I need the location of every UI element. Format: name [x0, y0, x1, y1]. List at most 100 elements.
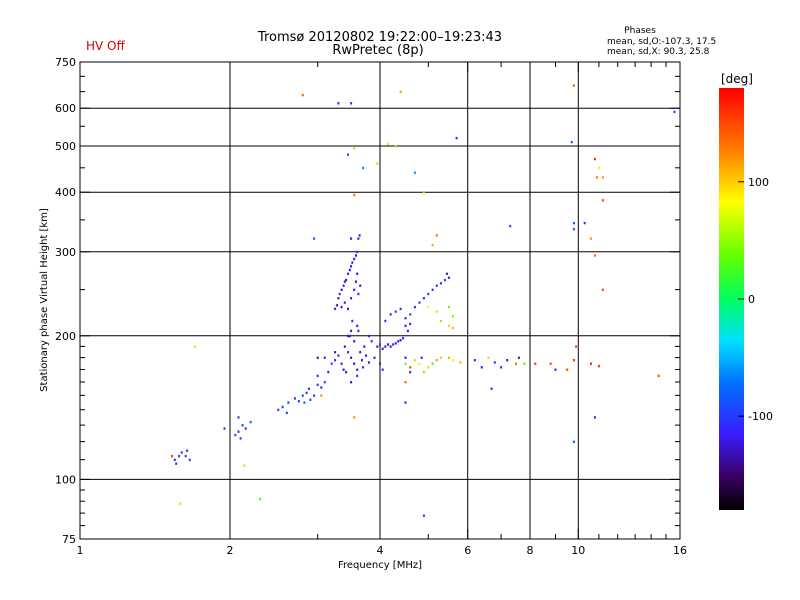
data-point — [500, 366, 503, 369]
data-point — [277, 408, 280, 412]
data-point — [394, 310, 397, 313]
x-tick-label: 4 — [377, 544, 384, 557]
data-point — [334, 351, 337, 354]
data-point — [549, 362, 552, 365]
data-point — [373, 356, 376, 359]
data-point — [285, 411, 288, 415]
colorbar-tick-label: 100 — [748, 176, 769, 189]
data-point — [593, 416, 596, 419]
data-point — [175, 462, 178, 465]
data-point — [356, 368, 359, 371]
data-point — [353, 416, 356, 419]
y-tick-label: 300 — [55, 246, 76, 259]
data-point — [409, 313, 412, 316]
data-point — [406, 329, 409, 333]
data-point — [593, 254, 596, 257]
data-point — [316, 356, 319, 359]
data-point — [343, 345, 346, 348]
data-point — [439, 319, 442, 323]
data-point — [523, 362, 526, 365]
data-point — [348, 268, 351, 272]
data-point — [422, 191, 425, 194]
phases-title: Phases — [624, 26, 656, 36]
data-point — [379, 362, 381, 365]
data-point — [186, 449, 189, 452]
data-point — [435, 310, 438, 313]
data-point — [345, 370, 348, 374]
data-point — [362, 366, 365, 369]
data-point — [309, 398, 312, 401]
data-point — [353, 193, 356, 197]
data-point — [389, 345, 392, 348]
data-point — [422, 297, 425, 300]
data-point — [451, 326, 454, 330]
data-point — [435, 359, 438, 362]
data-point — [418, 301, 421, 304]
data-point — [422, 514, 425, 517]
data-points — [171, 84, 676, 517]
data-point — [350, 102, 353, 105]
data-point — [316, 374, 319, 378]
data-point — [336, 304, 339, 307]
data-point — [358, 234, 361, 237]
data-point — [327, 370, 330, 374]
x-tick-label: 10 — [571, 544, 585, 557]
plot-frame — [79, 61, 681, 540]
data-point — [387, 343, 389, 346]
data-point — [413, 359, 416, 362]
x-tick-label: 1 — [77, 544, 84, 557]
data-point — [427, 305, 430, 309]
data-point — [171, 454, 173, 458]
data-point — [347, 153, 349, 156]
data-point — [350, 356, 353, 359]
data-point — [402, 336, 405, 340]
data-point — [357, 329, 360, 333]
data-point — [347, 334, 349, 338]
data-point — [334, 307, 337, 311]
x-tick-label: 6 — [464, 544, 471, 557]
y-tick-label: 75 — [62, 533, 76, 546]
data-point — [572, 221, 575, 225]
data-point — [179, 502, 182, 505]
data-point — [420, 356, 423, 359]
data-point — [353, 257, 356, 261]
data-point — [381, 368, 384, 371]
data-point — [657, 374, 660, 378]
data-point — [237, 416, 240, 419]
data-point — [601, 199, 604, 202]
data-point — [323, 381, 326, 384]
data-point — [575, 345, 578, 348]
data-point — [305, 391, 308, 395]
x-tick-label: 16 — [673, 544, 687, 557]
x-tick-label: 8 — [527, 544, 534, 557]
data-point — [597, 364, 600, 368]
data-point — [234, 433, 237, 437]
data-point — [387, 142, 389, 146]
data-point — [356, 250, 359, 254]
data-point — [487, 356, 490, 359]
data-point — [593, 157, 596, 161]
data-point — [595, 176, 598, 179]
data-point — [451, 315, 454, 318]
data-point — [348, 334, 351, 338]
data-point — [418, 362, 421, 365]
data-point — [572, 359, 575, 362]
data-point — [601, 288, 604, 291]
data-point — [340, 288, 343, 291]
data-point — [337, 102, 340, 105]
data-point — [244, 427, 247, 430]
data-point — [435, 284, 438, 287]
data-point — [357, 237, 360, 240]
data-point — [572, 440, 575, 443]
data-point — [357, 292, 360, 296]
y-tick-label: 600 — [55, 102, 76, 115]
data-point — [404, 317, 407, 320]
y-axis-label: Stationary phase Virtual Height [km] — [39, 208, 50, 392]
data-point — [316, 383, 319, 386]
y-tick-label: 500 — [55, 140, 76, 153]
data-point — [473, 359, 476, 362]
data-point — [435, 234, 438, 237]
data-point — [397, 340, 400, 343]
data-point — [399, 307, 402, 311]
chart-subtitle: RwPretec (8p) — [332, 43, 423, 58]
